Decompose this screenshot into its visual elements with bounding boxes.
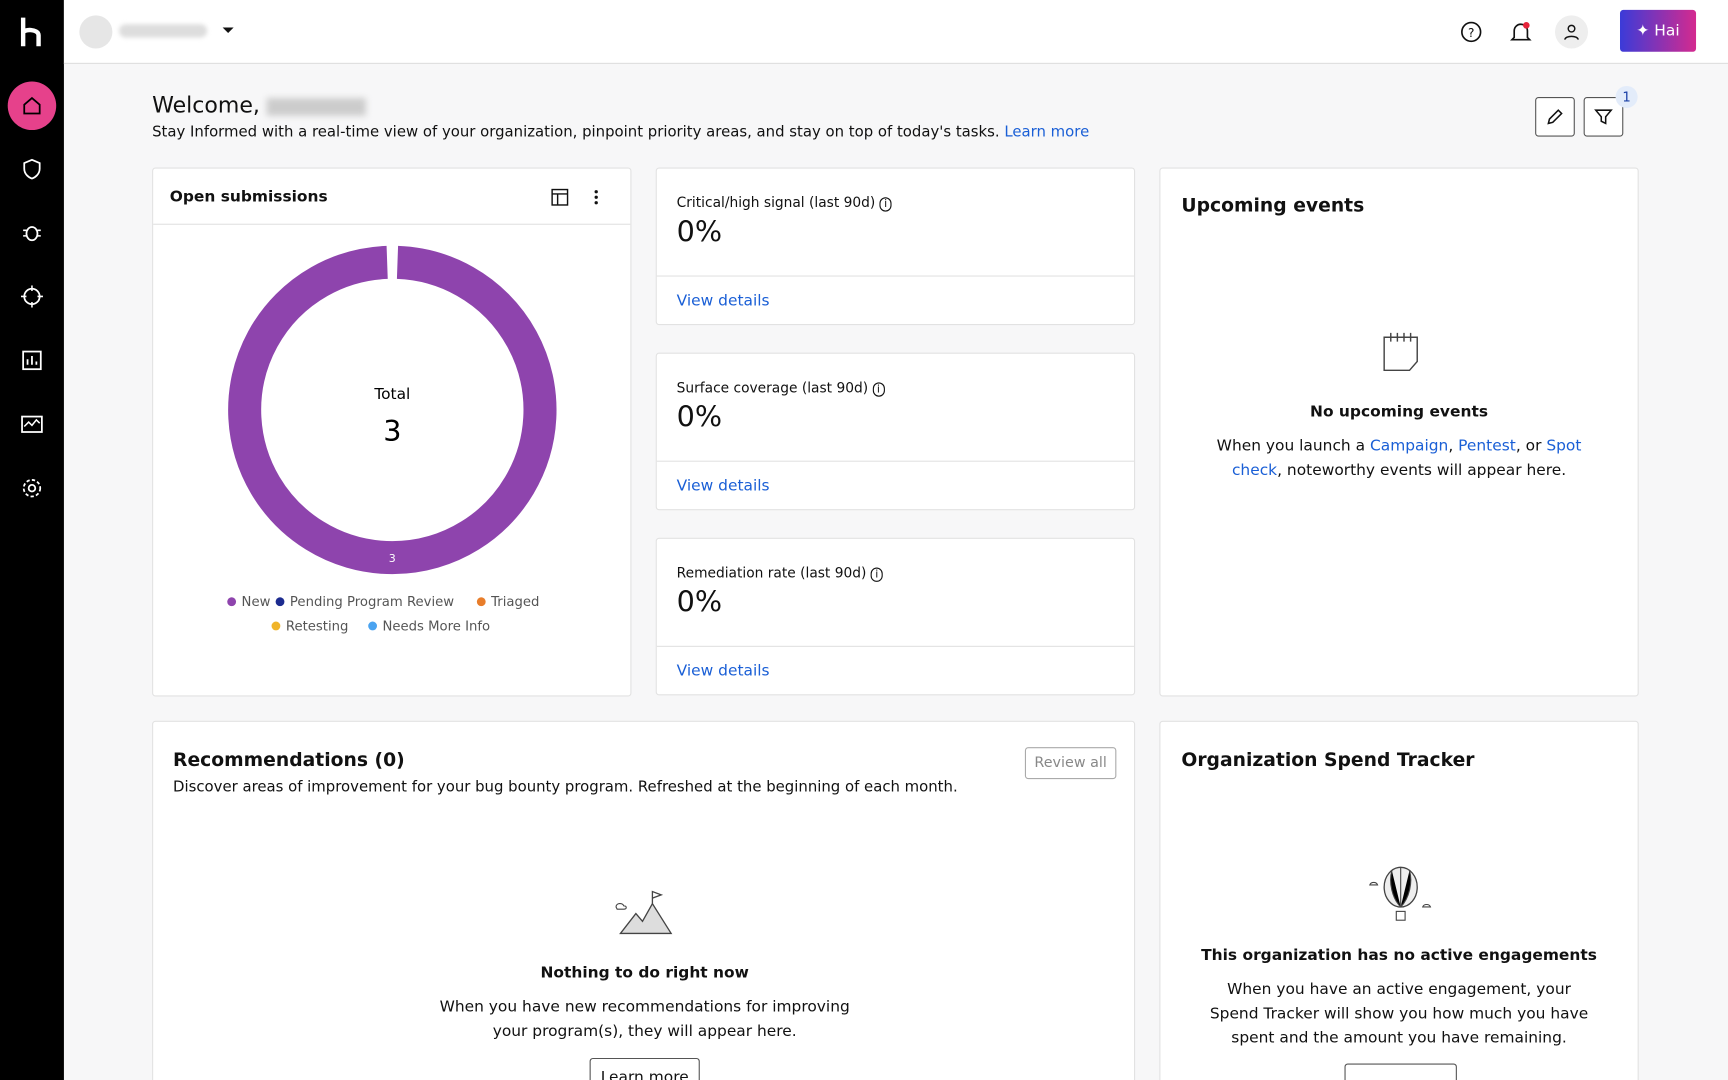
welcome-text: Welcome, [152, 91, 260, 118]
balloon-icon [1369, 866, 1432, 921]
legend-dot [275, 597, 285, 607]
divider [656, 645, 1134, 647]
learn-more-button[interactable]: Learn more [589, 1057, 700, 1080]
legend-label: Retesting [286, 619, 349, 634]
legend-label: Pending Program Review [290, 595, 454, 610]
edit-button[interactable] [1535, 96, 1575, 137]
spend-button[interactable] [1344, 1063, 1457, 1080]
empty-title: No upcoming events [1310, 403, 1489, 421]
metric-card: Remediation rate (last 90d) i 0% View detai… [655, 537, 1136, 696]
divider [153, 223, 631, 225]
hai-button[interactable]: ✦ Hai [1619, 9, 1697, 52]
info-icon: i [872, 382, 885, 397]
legend-dot [476, 597, 486, 607]
spend-tracker-card: Organization Spend Tracker This organiza… [1159, 720, 1639, 1080]
sidebar [0, 0, 64, 1080]
welcome-title: Welcome, [152, 91, 367, 118]
recommendations-card: Recommendations (0) Discover areas of im… [152, 720, 1136, 1080]
legend-label: Needs More Info [383, 619, 491, 634]
description-link[interactable]: Campaign [1369, 437, 1449, 456]
card-title: Open submissions [169, 188, 328, 207]
card-title: Upcoming events [1181, 195, 1365, 218]
info-icon: i [879, 197, 892, 212]
legend-label: Triaged [490, 595, 539, 610]
program-avatar[interactable] [79, 15, 113, 49]
legend-dot [271, 621, 281, 631]
card-title: Organization Spend Tracker [1181, 749, 1475, 772]
segment-label: 3 [389, 552, 396, 565]
program-dropdown[interactable] [222, 26, 235, 35]
mountain-icon [615, 890, 673, 935]
filter-count-badge: 1 [1615, 85, 1638, 108]
notifications-icon[interactable] [1509, 20, 1533, 44]
view-details-link[interactable]: View details [676, 662, 770, 680]
profile-button[interactable] [1554, 15, 1589, 49]
metric-label-text: Surface coverage (last 90d) [676, 379, 869, 396]
view-details-link[interactable]: View details [676, 292, 770, 310]
view-details-link[interactable]: View details [676, 477, 770, 495]
hai-label: Hai [1654, 22, 1680, 40]
welcome-subtitle: Stay Informed with a real-time view of y… [152, 123, 1089, 141]
svg-text:?: ? [1468, 26, 1474, 40]
empty-title: This organization has no active engageme… [1201, 946, 1597, 965]
donut-segment [228, 245, 557, 575]
subtitle-text: Stay Informed with a real-time view of y… [152, 123, 1000, 142]
program-name-blurred [119, 24, 208, 38]
description-text: , or [1515, 437, 1547, 456]
top-bar: ? ✦ Hai [63, 0, 1728, 64]
metric-card: Surface coverage (last 90d) i 0% View detai… [655, 352, 1136, 511]
open-submissions-card: Open submissions Total 3 3 New Pending Pro… [152, 167, 632, 697]
legend-dot [227, 597, 237, 607]
card-subtitle: Discover areas of improvement for your b… [173, 778, 958, 796]
metric-value: 0% [676, 215, 723, 250]
more-menu-icon[interactable] [592, 188, 601, 206]
metric-label: Critical/high signal (last 90d) i [676, 193, 892, 212]
nav-home[interactable] [7, 81, 57, 131]
learn-more-link[interactable]: Learn more [1004, 123, 1090, 142]
metric-label-text: Critical/high signal (last 90d) [676, 193, 876, 211]
filter-button[interactable] [1583, 96, 1624, 137]
info-icon: i [870, 567, 883, 582]
table-view-icon[interactable] [551, 188, 569, 206]
metric-label-text: Remediation rate (last 90d) [676, 564, 867, 581]
nav-shield[interactable] [21, 158, 43, 180]
divider [656, 275, 1134, 277]
total-label: Total [373, 385, 410, 403]
divider [656, 460, 1134, 462]
empty-text: When you have new recommendations for im… [439, 998, 850, 1041]
nav-target[interactable] [20, 285, 43, 308]
legend-label: New [242, 595, 271, 610]
description-text: When you launch a [1216, 437, 1370, 456]
calendar-icon [1383, 332, 1418, 372]
description-text: , [1448, 437, 1459, 456]
logo[interactable] [20, 15, 44, 48]
empty-description: When you launch a Campaign, Pentest, or … [1205, 434, 1594, 482]
nav-analytics[interactable] [21, 413, 43, 435]
username-blurred [266, 97, 367, 116]
nav-bug[interactable] [21, 222, 43, 244]
metric-card: Critical/high signal (last 90d) i 0% View d… [655, 167, 1136, 326]
legend-dot [368, 621, 378, 631]
empty-title: Nothing to do right now [540, 964, 749, 982]
metric-value: 0% [676, 401, 723, 435]
upcoming-events-card: Upcoming events No upcoming events When … [1159, 167, 1639, 697]
description-link[interactable]: Pentest [1458, 437, 1516, 456]
total-value: 3 [383, 414, 401, 448]
metric-label: Remediation rate (last 90d) i [676, 564, 883, 582]
help-icon[interactable]: ? [1460, 21, 1482, 43]
description-text: , noteworthy events will appear here. [1277, 461, 1567, 480]
review-all-button[interactable]: Review all [1024, 747, 1117, 780]
metric-value: 0% [676, 586, 723, 620]
nav-settings[interactable] [21, 477, 43, 499]
description-link[interactable]: Spot check [1231, 437, 1582, 480]
nav-reports[interactable] [21, 349, 43, 371]
metric-label: Surface coverage (last 90d) i [676, 379, 885, 397]
card-title: Recommendations (0) [173, 749, 405, 772]
donut-chart: Total 3 3 New Pending Program Review Triage… [227, 245, 557, 634]
empty-text: When you have an active engagement, your… [1209, 980, 1589, 1047]
